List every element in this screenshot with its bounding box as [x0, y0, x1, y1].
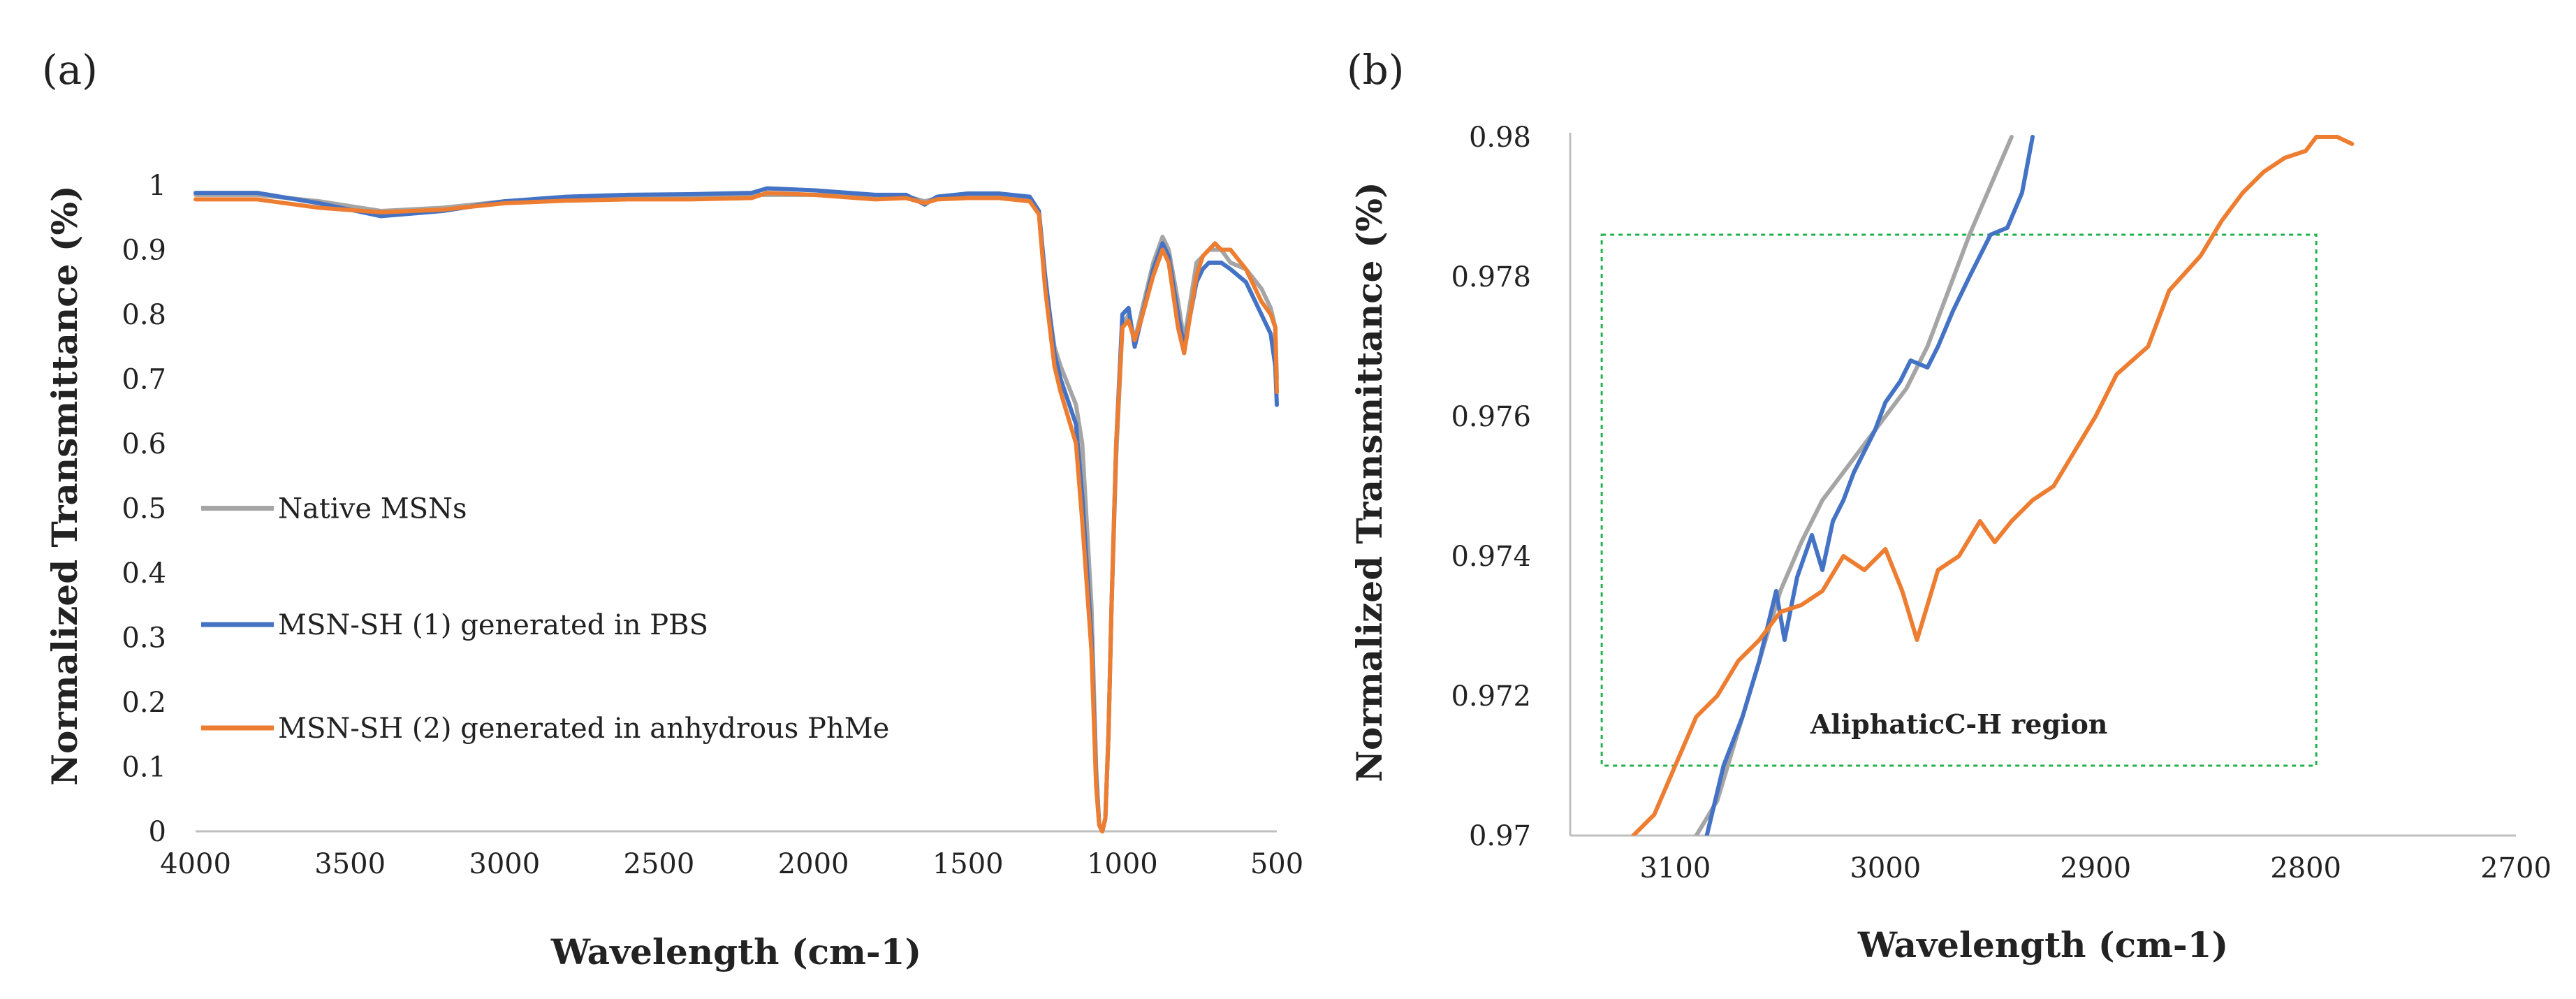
- panel-a-y-tick-label: 0.4: [122, 557, 166, 590]
- legend-label-0: Native MSNs: [278, 493, 467, 525]
- panel-b-label: (b): [1347, 46, 1404, 94]
- panel-a-y-tick-label: 0.9: [122, 235, 166, 267]
- panel-a-label: (a): [42, 46, 98, 94]
- panel-a-y-tick-label: 0: [149, 816, 166, 848]
- legend-label-2: MSN-SH (2) generated in anhydrous PhMe: [278, 713, 889, 745]
- panel-b-x-tick-labels: 3100 3000 2900 2800 2700: [1640, 852, 2552, 884]
- panel-a-x-tick-label: 500: [1250, 848, 1303, 880]
- panel-b-region-annotation: AliphaticC-H region: [1810, 708, 2108, 740]
- panel-b-series-lines: [1631, 135, 2355, 836]
- panel-a-y-axis-title: Normalized Transmittance (%): [44, 185, 85, 785]
- panel-a-y-tick-label: 0.6: [122, 428, 166, 460]
- panel-a-y-tick-label: 0.8: [122, 299, 166, 331]
- panel-a-x-tick-label: 1500: [932, 848, 1004, 880]
- panel-a-x-axis-title: Wavelength (cm-1): [550, 931, 921, 972]
- panel-b-x-tick-label: 3000: [1850, 852, 1921, 884]
- panel-b-highlight-box: [1600, 233, 2318, 767]
- panel-a-x-tick-label: 2500: [624, 848, 695, 880]
- panel-b-y-tick-labels: 0.97 0.972 0.974 0.976 0.978 0.98: [1451, 122, 1531, 852]
- panel-a-x-tick-label: 1000: [1087, 848, 1158, 880]
- panel-a-y-tick-label: 0.3: [122, 622, 166, 655]
- panel-b-x-axis-title: Wavelength (cm-1): [1857, 924, 2228, 965]
- panel-a-y-tick-label: 0.7: [122, 364, 166, 396]
- panel-b-y-tick-label: 0.97: [1469, 820, 1531, 852]
- panel-a-x-tick-label: 3500: [314, 848, 386, 880]
- panel-a-x-tick-label: 3000: [469, 848, 540, 880]
- panel-b-y-tick-label: 0.98: [1469, 122, 1531, 154]
- panel-a-y-tick-label: 0.2: [122, 687, 166, 719]
- legend-label-1: MSN-SH (1) generated in PBS: [278, 609, 708, 641]
- panel-a-y-tick-labels: 0 0.1 0.2 0.3 0.4 0.5 0.6 0.7 0.8 0.9 1: [122, 170, 166, 848]
- panel-a-y-tick-label: 0.5: [122, 493, 166, 525]
- panel-b-y-tick-label: 0.978: [1451, 261, 1531, 293]
- panel-a-series-lines: [193, 186, 1279, 833]
- panel-a-x-tick-labels: 4000 3500 3000 2500 2000 1500 1000 500: [160, 848, 1303, 880]
- panel-a-y-tick-label: 1: [149, 170, 166, 202]
- panel-b-y-tick-label: 0.976: [1451, 401, 1531, 433]
- panel-b-y-tick-label: 0.974: [1451, 541, 1531, 573]
- chart-panel-a: (a) 4000 3500 3000 2500 2000 1500 1000 500 0 0.1…: [42, 46, 1303, 972]
- panel-a-legend: Native MSNs MSN-SH (1) generated in PBS MS…: [201, 493, 889, 745]
- panel-b-y-axis-title: Normalized Transmittance (%): [1349, 182, 1390, 782]
- chart-panel-b: (b) 3100 3000 2900 2800 2700 0.970.9720.9740…: [1347, 46, 2552, 965]
- panel-b-x-tick-label: 2700: [2480, 852, 2552, 884]
- panel-a-y-tick-label: 0.1: [122, 752, 166, 784]
- panel-b-series-line-1: [1704, 135, 2035, 836]
- panel-a-series-line-2: [193, 191, 1279, 833]
- panel-b-series-line-2: [1631, 135, 2355, 836]
- panel-a-x-tick-label: 2000: [778, 848, 849, 880]
- panel-b-x-tick-label: 2800: [2270, 852, 2341, 884]
- panel-b-x-tick-label: 3100: [1640, 852, 1711, 884]
- panel-a-x-tick-label: 4000: [160, 848, 231, 880]
- panel-b-x-tick-label: 2900: [2060, 852, 2131, 884]
- panel-b-y-tick-label: 0.972: [1451, 680, 1531, 713]
